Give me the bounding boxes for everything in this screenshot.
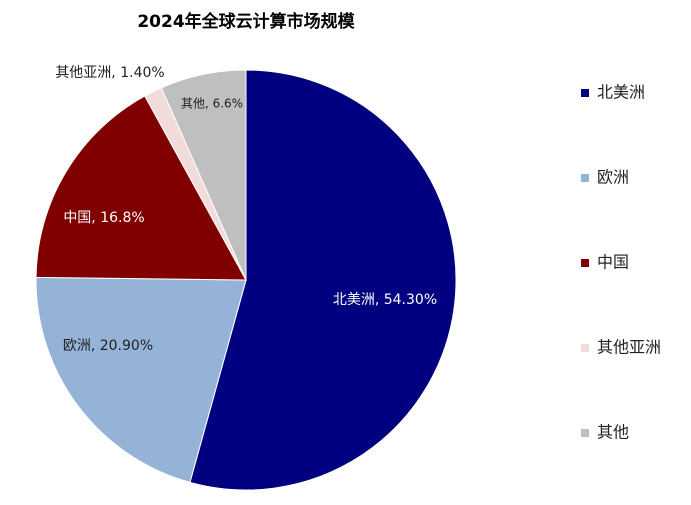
data-label: 欧洲, 20.90% bbox=[63, 338, 153, 354]
legend-swatch bbox=[581, 259, 589, 267]
legend-swatch bbox=[581, 429, 589, 437]
pie-slice bbox=[35, 95, 247, 281]
data-label: 其他亚洲, 1.40% bbox=[55, 65, 164, 81]
legend-label: 北美洲 bbox=[597, 83, 645, 102]
data-label: 北美洲, 54.30% bbox=[333, 292, 437, 308]
pie-slice bbox=[160, 69, 247, 281]
chart-title: 2024年全球云计算市场规模 bbox=[137, 11, 355, 32]
legend-label: 其他 bbox=[597, 423, 629, 442]
data-label: 中国, 16.8% bbox=[63, 210, 144, 226]
pie-slice bbox=[189, 69, 457, 491]
legend-swatch bbox=[581, 344, 589, 352]
legend-label: 中国 bbox=[597, 253, 629, 272]
legend-swatch bbox=[581, 174, 589, 182]
data-label: 其他, 6.6% bbox=[181, 97, 243, 111]
pie-slice bbox=[35, 276, 247, 483]
legend-swatch bbox=[581, 89, 589, 97]
legend-label: 欧洲 bbox=[597, 168, 629, 187]
legend-label: 其他亚洲 bbox=[597, 338, 661, 357]
